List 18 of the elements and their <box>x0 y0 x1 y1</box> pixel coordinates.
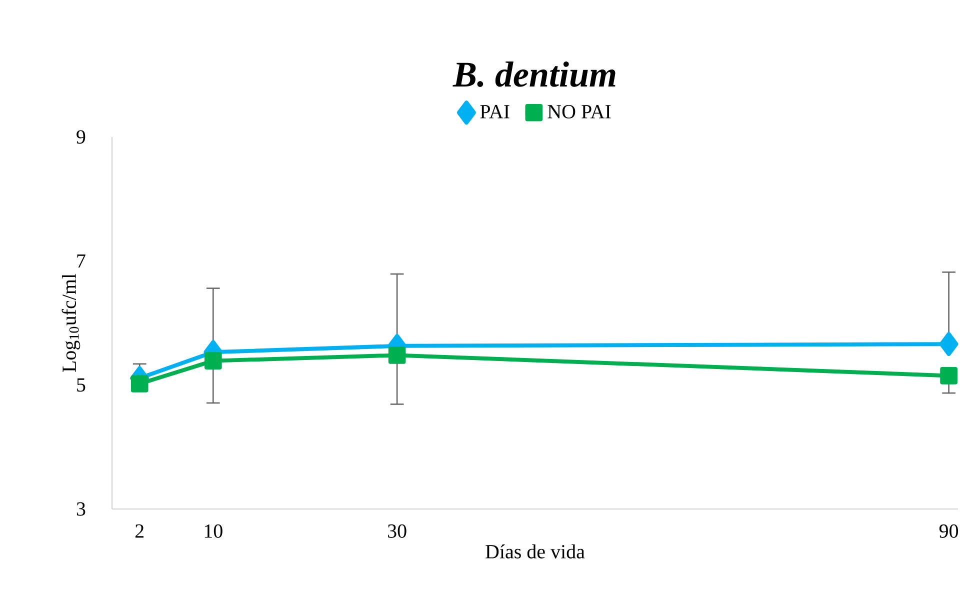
chart-title: B. dentium <box>452 61 616 87</box>
x-tick-label: 10 <box>204 524 222 538</box>
point <box>940 367 958 384</box>
point <box>130 375 148 392</box>
legend-label: PAI <box>480 105 510 118</box>
y-tick-label: 9 <box>76 130 86 144</box>
y-axis-title: Log$_{10}$ufc/ml <box>62 274 80 372</box>
x-tick-label: 90 <box>939 524 958 538</box>
point <box>388 346 406 364</box>
point <box>939 332 958 356</box>
y-tick-label: 5 <box>77 378 86 392</box>
x-tick-label: 30 <box>388 524 406 538</box>
y-tick-label: 3 <box>76 502 86 516</box>
x-tick-label: 2 <box>135 524 144 538</box>
x-axis-title: Días de vida <box>486 544 585 558</box>
y-tick-label: 7 <box>77 254 86 268</box>
point <box>204 352 222 370</box>
legend-label: NO PAI <box>548 105 611 118</box>
